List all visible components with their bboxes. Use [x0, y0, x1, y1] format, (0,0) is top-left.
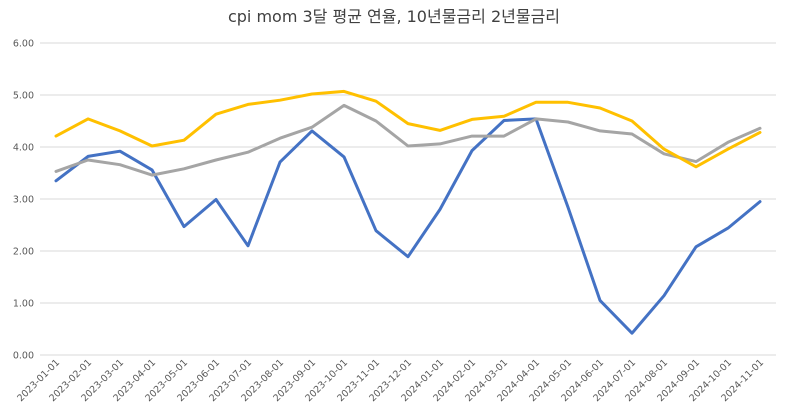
y-tick-label: 3.00 [13, 195, 34, 206]
y-tick-label: 4.00 [13, 143, 34, 154]
y-tick-label: 6.00 [13, 39, 34, 50]
y-tick-label: 2.00 [13, 247, 34, 258]
series-line-3 [54, 89, 762, 169]
y-tick-label: 1.00 [13, 299, 34, 310]
series-line-2 [54, 103, 762, 177]
y-tick-label: 0.00 [13, 351, 34, 362]
series-line-1 [54, 117, 762, 335]
y-tick-label: 5.00 [13, 91, 34, 102]
chart-title: cpi mom 3달 평균 연율, 10년물금리 2년물금리 [227, 7, 561, 26]
